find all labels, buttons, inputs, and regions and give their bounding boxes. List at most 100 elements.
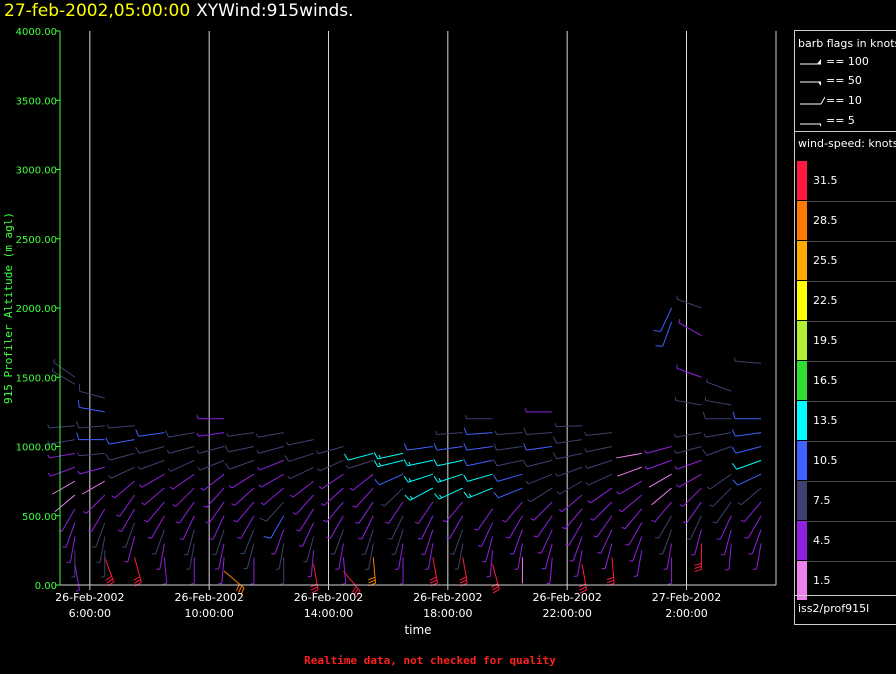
- barb-staff: [743, 501, 762, 523]
- barb-full-tick: [106, 578, 113, 584]
- wind-barb: [674, 459, 702, 470]
- wind-barb: [486, 550, 494, 578]
- barb-full-tick: [606, 576, 614, 581]
- wind-barb: [215, 543, 225, 570]
- barb-staff: [163, 557, 168, 584]
- barb-staff: [141, 473, 165, 488]
- barb-staff: [417, 501, 434, 524]
- barb-staff: [306, 536, 315, 562]
- barb-staff: [751, 529, 762, 555]
- wind-barb: [725, 543, 732, 571]
- wind-barb: [524, 408, 553, 413]
- wind-barb: [163, 557, 168, 585]
- barb-staff: [467, 473, 493, 482]
- barb-half-tick: [546, 582, 551, 585]
- barb-staff: [462, 557, 468, 583]
- colorscale-entry: 31.5: [795, 161, 896, 201]
- barb-staff: [49, 452, 76, 459]
- wind-barb: [179, 515, 195, 540]
- barb-staff: [706, 381, 732, 392]
- wind-barb: [659, 529, 673, 555]
- barb-staff: [288, 452, 314, 462]
- barb-half-tick: [320, 503, 325, 506]
- y-tick-group: 0.00 500.00 1000.00 1500.00 2000.00 2500.00 30…: [16, 27, 60, 592]
- barb-staff: [735, 446, 762, 454]
- colorscale-value: 19.5: [813, 334, 838, 347]
- wind-barb: [731, 459, 762, 470]
- barb-full-tick: [459, 579, 467, 584]
- barb-staff: [323, 487, 344, 506]
- wind-barb: [673, 432, 702, 438]
- wind-barb: [679, 487, 702, 507]
- colorscale-value: 22.5: [813, 294, 838, 307]
- wind-barb: [644, 446, 672, 454]
- wind-barb: [323, 501, 344, 523]
- wind-barb: [318, 473, 344, 490]
- wind-barb: [403, 473, 434, 483]
- barb-staff: [715, 501, 732, 524]
- barb-staff: [568, 522, 583, 546]
- barb-staff: [611, 557, 615, 584]
- wind-barb: [141, 487, 165, 506]
- wind-barb: [573, 550, 583, 577]
- barb-staff: [481, 522, 494, 547]
- barb-full-tick: [263, 536, 271, 539]
- wind-barb: [54, 494, 76, 513]
- barb-staff: [662, 529, 673, 555]
- y-tick-label: 3000.00: [16, 166, 57, 177]
- barb-half-tick: [474, 528, 478, 531]
- wind-barb: [737, 487, 762, 506]
- barb-staff: [246, 543, 255, 569]
- barb-half-tick: [116, 514, 120, 517]
- barb-staff: [407, 459, 434, 467]
- barb-half-tick: [179, 538, 184, 540]
- colorscale-value: 13.5: [813, 414, 838, 427]
- wind-barb: [74, 564, 80, 592]
- barb-staff: [299, 508, 315, 532]
- barb-staff: [496, 432, 523, 435]
- barb-staff: [572, 536, 583, 562]
- wind-barb: [271, 529, 285, 555]
- wind-barb: [434, 487, 463, 500]
- barb-staff: [408, 473, 434, 483]
- wind-barb: [616, 452, 642, 459]
- wind-barb: [135, 446, 165, 454]
- barb-staff: [379, 473, 404, 486]
- barb-staff: [556, 425, 583, 428]
- wind-barb: [237, 515, 255, 539]
- colorscale-divider: [807, 481, 896, 482]
- colorscale-divider: [807, 201, 896, 202]
- barb-staff: [155, 529, 165, 555]
- wind-barb: [257, 459, 284, 471]
- barb-staff: [747, 515, 762, 539]
- barb-half-tick: [554, 423, 557, 427]
- wind-barb: [442, 501, 464, 523]
- barb-full-tick: [493, 474, 498, 482]
- colorscale-divider: [807, 441, 896, 442]
- wind-barb: [601, 543, 613, 570]
- barb-full-tick: [430, 579, 438, 584]
- barb-half-tick: [625, 543, 629, 546]
- wind-barb: [105, 437, 135, 445]
- barb-staff: [740, 487, 762, 506]
- barb-half-tick: [144, 519, 148, 523]
- barb-staff: [54, 494, 76, 513]
- colorscale-value: 28.5: [813, 214, 838, 227]
- barb-half-tick: [172, 504, 177, 507]
- x-tick-date: 26-Feb-2002: [174, 591, 243, 604]
- wind-barb: [66, 536, 76, 564]
- wind-barb: [433, 443, 463, 451]
- barb-half-tick: [196, 432, 199, 437]
- wind-barb: [394, 543, 404, 570]
- wind-barb: [358, 515, 374, 540]
- barb-staff: [632, 536, 643, 562]
- y-tick-label: 500.00: [22, 512, 57, 523]
- colorscale-swatch: [797, 561, 807, 600]
- wind-barb: [720, 529, 732, 556]
- wind-barb: [541, 543, 553, 570]
- barb-staff: [260, 473, 284, 488]
- wind-barb: [433, 473, 463, 483]
- wind-barb: [644, 459, 672, 470]
- barb-half-tick: [673, 433, 677, 438]
- wind-barb: [352, 487, 374, 508]
